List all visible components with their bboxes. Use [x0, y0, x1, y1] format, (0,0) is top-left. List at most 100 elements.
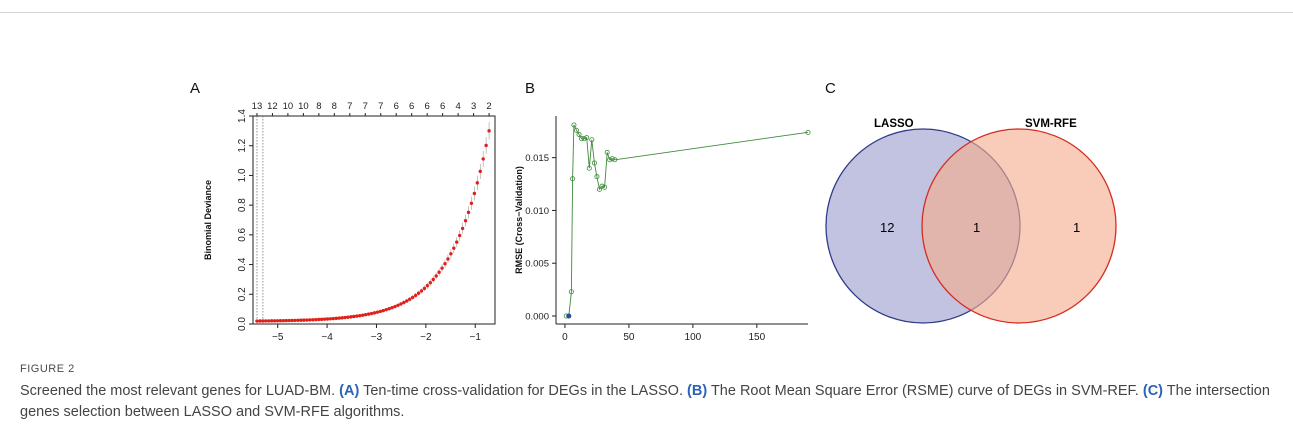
data-point [460, 226, 465, 231]
data-point [264, 319, 268, 323]
data-point [305, 318, 309, 322]
data-point [434, 274, 438, 278]
data-point [378, 309, 383, 314]
data-point [381, 308, 385, 313]
data-point [408, 297, 412, 301]
data-point [258, 319, 262, 323]
data-point [290, 318, 294, 323]
x-tick-label: 150 [748, 332, 765, 343]
venn-circle-svm-rfe [921, 128, 1117, 324]
y-tick-label: 0.8 [237, 198, 248, 212]
data-point [322, 317, 327, 321]
data-point [402, 300, 406, 305]
venn-diagram: LASSO SVM-RFE 12 1 1 [825, 118, 1117, 324]
data-point [579, 136, 585, 142]
x-tick-label: −4 [321, 332, 333, 343]
data-point [334, 316, 338, 321]
y-axis-label: Binomial Deviance [203, 180, 213, 260]
data-point [571, 122, 577, 128]
data-point [487, 129, 491, 133]
data-point [302, 318, 306, 322]
x-tick-label: −3 [371, 332, 383, 343]
data-point [355, 314, 359, 318]
top-axis-label: 2 [486, 101, 491, 112]
lasso-deviance-chart: −5 −4 −3 −2 −1 0.0 0.2 0.4 0.6 0.8 1.0 1.2 1.4 13 12 10… [203, 101, 496, 343]
data-point [278, 319, 283, 323]
data-point [363, 312, 368, 317]
data-point [269, 319, 274, 323]
data-point [484, 143, 488, 148]
y-tick-label: 0.005 [525, 259, 549, 270]
data-point [422, 286, 427, 291]
x-tick-label: −5 [272, 332, 284, 343]
caption-text-c: The intersection genes selection between… [20, 383, 1270, 420]
data-point [390, 305, 394, 310]
data-point [463, 218, 468, 223]
data-point [478, 169, 482, 174]
data-point [589, 137, 595, 143]
top-axis-label: 7 [378, 101, 383, 112]
data-point [576, 131, 582, 137]
data-point [410, 295, 415, 300]
data-point [602, 184, 608, 190]
data-point [594, 174, 600, 180]
data-point [472, 191, 477, 196]
y-tick-label: 1.2 [237, 138, 248, 152]
data-point [431, 277, 435, 282]
top-axis-label: 7 [347, 101, 352, 112]
caption-text-a: Ten-time cross-validation for DEGs in th… [359, 383, 688, 399]
top-axis-label: 6 [440, 101, 445, 112]
data-point [586, 165, 592, 171]
data-point [369, 311, 374, 316]
data-point [372, 311, 377, 315]
top-axis-label: 6 [394, 101, 399, 112]
data-point [449, 252, 453, 256]
caption-tag-a: (A) [339, 383, 360, 399]
data-point [328, 317, 333, 321]
data-point [296, 318, 300, 323]
y-tick-label: 1.4 [237, 109, 248, 123]
data-point [352, 314, 356, 319]
data-point [419, 289, 424, 293]
data-point [384, 307, 388, 312]
data-point [299, 318, 303, 322]
data-point [607, 157, 613, 163]
data-point [443, 262, 447, 266]
x-tick-label: 50 [623, 332, 635, 343]
top-axis-label: 7 [363, 101, 368, 112]
data-point [275, 319, 280, 323]
venn-label-lasso: LASSO [874, 118, 914, 130]
data-point [293, 318, 297, 323]
data-point [604, 149, 610, 155]
data-point [316, 317, 321, 322]
y-axis-label: RMSE (Cross−Validation) [514, 166, 524, 274]
plot-frame [252, 115, 496, 325]
panel-letter-c: C [825, 80, 836, 97]
data-point [452, 246, 456, 250]
data-point [343, 315, 347, 320]
x-tick-label: −1 [470, 332, 482, 343]
data-point [428, 280, 433, 285]
data-point [413, 293, 418, 298]
venn-label-svm-rfe: SVM-RFE [1025, 118, 1077, 130]
venn-count-svm-only: 1 [1073, 220, 1080, 235]
data-point [399, 302, 403, 306]
figure-frame [0, 12, 1293, 448]
data-point [272, 319, 277, 323]
caption-intro: Screened the most relevant genes for LUA… [20, 383, 340, 399]
data-point [366, 312, 371, 316]
data-point [457, 233, 462, 238]
data-point [581, 136, 587, 142]
top-axis-label: 10 [298, 101, 309, 112]
data-point [446, 257, 450, 261]
top-axis-label: 8 [332, 101, 337, 112]
top-axis-label: 6 [425, 101, 430, 112]
data-point [387, 307, 391, 311]
y-tick-label: 0.2 [237, 287, 248, 301]
top-axis-label: 6 [409, 101, 414, 112]
data-point [319, 317, 324, 322]
data-point [591, 160, 597, 166]
data-point [475, 181, 480, 185]
data-point [346, 315, 350, 319]
